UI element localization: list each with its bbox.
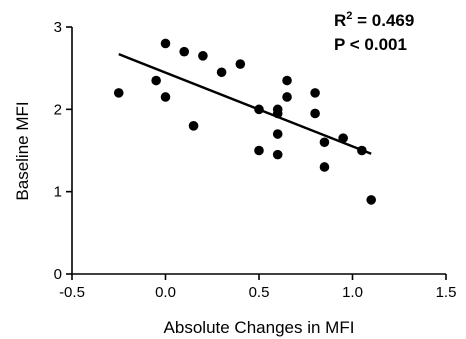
p-value-annotation: P < 0.001: [334, 35, 407, 54]
data-point: [188, 121, 199, 131]
data-point: [282, 92, 292, 102]
data-point: [366, 195, 377, 205]
data-point: [272, 149, 283, 160]
regression-line-group: [118, 53, 372, 155]
data-point: [160, 92, 171, 102]
data-point: [151, 75, 161, 86]
data-point: [179, 46, 189, 57]
x-tick-label: -0.5: [59, 284, 85, 301]
r-squared-annotation: R2 = 0.469: [334, 10, 414, 30]
x-tick-label: 1.0: [342, 284, 363, 301]
r-squared-prefix: R: [334, 11, 346, 30]
y-tick-label: 1: [54, 184, 62, 201]
x-tick-label: 0.0: [155, 284, 176, 301]
data-point: [282, 75, 292, 86]
y-tick-label: 2: [54, 101, 62, 118]
x-tick-label: 0.5: [249, 284, 270, 301]
x-tick-label: 1.5: [436, 284, 457, 301]
data-point: [235, 59, 246, 69]
x-axis-title: Absolute Changes in MFI: [164, 318, 355, 337]
y-tick-label: 0: [54, 266, 62, 283]
data-point: [254, 145, 264, 156]
ticks: -0.5 0.0 0.5 1.0 1.5 0 1 2 3: [54, 19, 457, 301]
data-point: [310, 108, 320, 119]
r-squared-value: = 0.469: [352, 11, 414, 30]
data-point: [272, 129, 283, 139]
regression-line: [118, 53, 372, 155]
data-point: [113, 88, 124, 98]
data-point: [319, 162, 330, 172]
data-point: [310, 88, 320, 98]
data-point: [216, 67, 227, 78]
data-point: [160, 38, 171, 49]
data-point: [319, 137, 330, 148]
data-points: [113, 38, 377, 205]
r-squared-superscript: 2: [346, 10, 352, 22]
y-tick-label: 3: [54, 19, 62, 36]
y-axis-title: Baseline MFI: [13, 101, 32, 200]
data-point: [198, 51, 208, 61]
